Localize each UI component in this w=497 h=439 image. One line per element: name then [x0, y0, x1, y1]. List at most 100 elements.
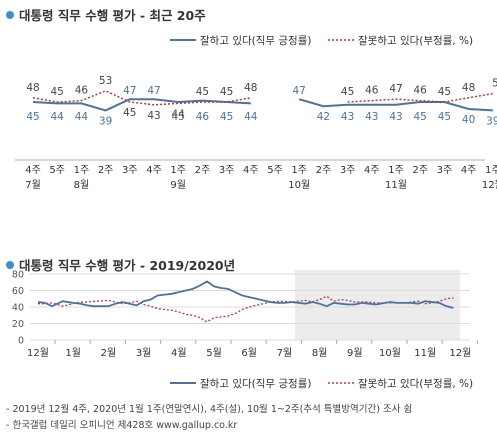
negative-series-line: [347, 92, 493, 103]
x-tick-label: 10월: [379, 347, 401, 359]
positive-data-label: 44: [75, 111, 89, 123]
x-tick-label: 1주: [170, 165, 186, 176]
chart-2019-2020: 대통령 직무 수행 평가 - 2019/2020년 0 20 40 60 80 12월 1월…: [0, 250, 497, 404]
x-tick-label: 3주: [122, 165, 138, 176]
y-tick-label: 0: [18, 336, 24, 347]
positive-data-label: 47: [147, 85, 160, 97]
x-tick-month-label: 9월: [170, 179, 186, 191]
x-tick-label: 4주: [25, 165, 41, 176]
positive-data-label: 42: [317, 111, 330, 123]
chart1-svg: 잘하고 있다(직무 긍정률) 잘못하고 있다(부정률, %) 4주 7월 5주 1주 8월 2…: [15, 34, 497, 191]
negative-data-label: 45: [51, 86, 64, 98]
positive-data-label: 45: [220, 111, 233, 123]
x-tick-label: 4주: [243, 165, 259, 176]
y-tick-label: 40: [12, 303, 24, 314]
legend-label-positive: 잘하고 있다(직무 긍정률): [200, 377, 311, 390]
x-tick-label: 5주: [267, 165, 283, 176]
positive-data-label: 44: [51, 111, 65, 123]
x-tick-label: 3주: [340, 165, 356, 176]
x-tick-label: 2주: [316, 165, 332, 176]
x-tick-label: 8월: [312, 347, 328, 359]
x-tick-label: 2주: [412, 165, 428, 176]
x-tick-label: 1주: [74, 165, 90, 176]
positive-data-label: 45: [172, 111, 185, 123]
negative-data-label: 45: [341, 86, 354, 98]
y-tick-label: 60: [12, 286, 24, 297]
positive-data-label: 45: [438, 111, 451, 123]
negative-data-label: 44: [172, 108, 186, 120]
legend-label-positive: 잘하고 있다(직무 긍정률): [200, 34, 311, 47]
positive-data-label: 45: [26, 111, 39, 123]
y-tick-label: 80: [12, 270, 24, 281]
x-tick-label: 12월: [449, 347, 471, 359]
positive-series-line: [32, 98, 251, 112]
x-tick-label: 1월: [65, 347, 81, 359]
chart2-svg: 0 20 40 60 80 12월 1월 2월 3월 4월 5월 6월 7월 8월 9월 10월 11월 12월잘…: [12, 270, 478, 390]
y-tick-label: 20: [12, 319, 24, 330]
legend-label-negative: 잘못하고 있다(부정률, %): [358, 34, 473, 47]
negative-data-label: 46: [365, 85, 379, 97]
positive-data-label: 39: [486, 115, 497, 127]
positive-series-line: [298, 98, 493, 112]
x-tick-month-label: 11월: [385, 179, 407, 191]
title-bullet-icon: [6, 260, 14, 269]
x-tick-label: 12월: [27, 347, 49, 359]
x-tick-label: 5월: [206, 347, 222, 359]
x-tick-label: 3주: [219, 165, 235, 176]
negative-data-label: 45: [220, 86, 233, 98]
title-bullet-icon: [6, 10, 14, 19]
x-tick-label: 1주: [485, 165, 497, 176]
x-tick-label: 2주: [98, 165, 114, 176]
negative-data-label: 48: [26, 82, 39, 94]
negative-data-label: 48: [462, 82, 475, 94]
x-tick-month-label: 12월: [482, 179, 497, 191]
x-tick-label: 6월: [241, 347, 257, 359]
x-tick-label: 3주: [437, 165, 453, 176]
x-tick-label: 3월: [136, 347, 152, 359]
negative-data-label: 45: [196, 86, 209, 98]
x-tick-label: 1주: [388, 165, 404, 176]
positive-data-label: 47: [293, 85, 306, 97]
positive-data-label: 43: [389, 111, 402, 123]
x-tick-label: 11월: [414, 347, 436, 359]
x-tick-month-label: 8월: [74, 179, 90, 191]
negative-data-label: 45: [123, 107, 136, 119]
positive-series-line: [37, 280, 454, 309]
x-tick-label: 4주: [364, 165, 380, 176]
x-tick-label: 2주: [195, 165, 211, 176]
x-tick-month-label: 7월: [25, 179, 41, 191]
footnote-2: - 한국갤럽 데일리 오피니언 제428호 www.gallup.co.kr: [6, 420, 238, 431]
x-tick-month-label: 10월: [288, 179, 310, 191]
positive-data-label: 43: [365, 111, 378, 123]
x-tick-label: 4월: [171, 347, 187, 359]
x-tick-label: 1주: [291, 165, 307, 176]
x-tick-label: 4주: [461, 165, 477, 176]
negative-data-label: 48: [244, 82, 257, 94]
footnote-1: - 2019년 12월 4주, 2020년 1월 1주(연말연시), 4주(설)…: [6, 404, 413, 415]
chart1-title: 대통령 직무 수행 평가 - 최근 20주: [19, 8, 206, 23]
x-tick-label: 9월: [347, 347, 363, 359]
negative-data-label: 46: [414, 85, 428, 97]
negative-data-label: 47: [389, 83, 402, 95]
chart1-title-row: 대통령 직무 수행 평가 - 최근 20주: [6, 5, 206, 24]
positive-data-label: 43: [341, 111, 354, 123]
x-tick-label: 4주: [146, 165, 162, 176]
negative-data-label: 46: [75, 85, 89, 97]
positive-data-label: 44: [244, 111, 258, 123]
x-tick-label: 7월: [277, 347, 293, 359]
x-tick-label: 2월: [101, 347, 117, 359]
negative-data-label: 53: [99, 75, 112, 87]
positive-data-label: 39: [99, 115, 112, 127]
positive-data-label: 45: [414, 111, 427, 123]
footnotes: - 2019년 12월 4주, 2020년 1월 1주(연말연시), 4주(설)…: [6, 402, 412, 434]
negative-series-line: [32, 89, 251, 106]
chart2-title: 대통령 직무 수행 평가 - 2019/2020년: [19, 258, 236, 273]
positive-data-label: 40: [462, 114, 475, 126]
negative-data-label: 51: [492, 78, 497, 90]
x-tick-label: 5주: [49, 165, 65, 176]
chart-recent-20-weeks: 대통령 직무 수행 평가 - 최근 20주 잘하고 있다(직무 긍정률) 잘못하고…: [6, 5, 497, 191]
positive-data-label: 46: [196, 111, 210, 123]
negative-data-label: 45: [438, 86, 451, 98]
positive-data-label: 47: [123, 85, 136, 97]
chart2-title-row: 대통령 직무 수행 평가 - 2019/2020년: [6, 255, 235, 274]
